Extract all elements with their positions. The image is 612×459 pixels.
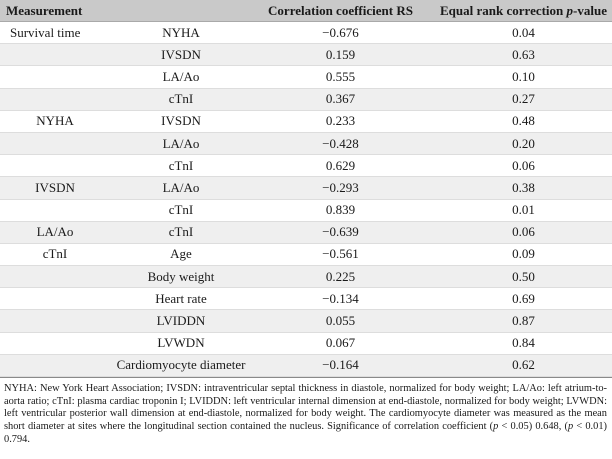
- cell-variable: NYHA: [162, 24, 200, 40]
- cell-pvalue: 0.27: [429, 88, 612, 111]
- cell-variable: Heart rate: [155, 290, 207, 306]
- cell-variable: LA/Ao: [110, 176, 252, 199]
- cell-variable: cTnI: [110, 88, 252, 111]
- cell-pvalue: 0.62: [429, 354, 612, 377]
- footnote-main: NYHA: New York Heart Association; IVSDN:…: [4, 383, 607, 433]
- cell-rs: −0.293: [252, 176, 429, 199]
- table-row: cTnI 0.839 0.01: [0, 199, 612, 222]
- table-row: cTnI 0.629 0.06: [0, 155, 612, 177]
- cell-group: [0, 199, 110, 221]
- cell-pvalue: 0.38: [429, 176, 612, 199]
- header-pvalue-italic: p: [566, 2, 574, 18]
- table-row: NYHA IVSDN 0.233 0.48: [0, 110, 612, 133]
- cell-variable: LA/Ao: [110, 132, 252, 155]
- cell-pvalue: 0.01: [512, 202, 535, 218]
- cell-variable: cTnI: [168, 157, 194, 173]
- header-pvalue-suffix: -value: [573, 2, 607, 18]
- cell-group: [0, 332, 110, 354]
- header-pvalue: Equal rank correction p-value: [429, 0, 612, 22]
- table-row: Body weight 0.225 0.50: [0, 265, 612, 288]
- cell-pvalue: 0.50: [429, 265, 612, 288]
- table-row: LA/Ao −0.428 0.20: [0, 132, 612, 155]
- cell-group: [0, 132, 110, 155]
- cell-rs: −0.639: [252, 221, 429, 244]
- header-variable: [110, 0, 252, 22]
- footnote-p-symbol: p: [493, 421, 499, 433]
- cell-pvalue: 0.48: [512, 113, 535, 129]
- cell-group: Survival time: [10, 24, 81, 40]
- cell-variable: cTnI: [168, 202, 194, 218]
- header-pvalue-prefix: Equal rank correction: [440, 2, 567, 18]
- footnote-p-symbol: p: [567, 421, 574, 433]
- header-correlation: Correlation coefficient RS: [252, 0, 429, 22]
- cell-variable: IVSDN: [110, 43, 252, 66]
- cell-pvalue: 0.09: [512, 246, 535, 262]
- cell-group: [0, 88, 110, 111]
- cell-rs: 0.067: [325, 335, 356, 351]
- table-row: cTnI 0.367 0.27: [0, 88, 612, 111]
- cell-rs: 0.159: [252, 43, 429, 66]
- cell-group: [0, 288, 110, 310]
- cell-group: [0, 354, 110, 377]
- cell-rs: −0.561: [322, 246, 359, 262]
- cell-group: LA/Ao: [0, 221, 110, 244]
- cell-group: [0, 155, 110, 177]
- cell-rs: 0.233: [325, 113, 356, 129]
- cell-variable: Cardiomyocyte diameter: [110, 354, 252, 377]
- cell-rs: −0.428: [252, 132, 429, 155]
- correlation-table-figure: Measurement Correlation coefficient RS E…: [0, 0, 612, 447]
- cell-variable: Body weight: [110, 265, 252, 288]
- cell-pvalue: 0.84: [512, 335, 535, 351]
- table-row: Survival time NYHA −0.676 0.04: [0, 22, 612, 44]
- cell-rs: 0.055: [252, 309, 429, 333]
- cell-pvalue: 0.69: [512, 290, 535, 306]
- cell-rs: 0.629: [325, 157, 356, 173]
- cell-variable: LVIDDN: [110, 309, 252, 333]
- cell-rs: −0.676: [322, 24, 359, 40]
- table-row: IVSDN 0.159 0.63: [0, 43, 612, 66]
- cell-pvalue: 0.06: [429, 221, 612, 244]
- cell-rs: 0.839: [325, 202, 356, 218]
- cell-group: [0, 43, 110, 66]
- correlation-table: Measurement Correlation coefficient RS E…: [0, 0, 612, 377]
- cell-pvalue: 0.63: [429, 43, 612, 66]
- table-row: IVSDN LA/Ao −0.293 0.38: [0, 176, 612, 199]
- cell-variable: LA/Ao: [162, 68, 200, 84]
- footnote-threshold-2: < 0.01) 0.794.: [4, 421, 608, 445]
- table-row: cTnI Age −0.561 0.09: [0, 243, 612, 266]
- table-row: LVIDDN 0.055 0.87: [0, 309, 612, 333]
- table-row: Heart rate −0.134 0.69: [0, 288, 612, 310]
- cell-rs: −0.164: [252, 354, 429, 377]
- cell-group: [0, 265, 110, 288]
- header-measurement: Measurement: [0, 0, 110, 22]
- table-footnote: NYHA: New York Heart Association; IVSDN:…: [0, 377, 612, 447]
- cell-group: cTnI: [42, 246, 68, 262]
- cell-variable: Age: [170, 246, 192, 262]
- cell-pvalue: 0.04: [512, 24, 535, 40]
- table-row: LA/Ao 0.555 0.10: [0, 66, 612, 89]
- cell-pvalue: 0.87: [429, 309, 612, 333]
- table-row: LA/Ao cTnI −0.639 0.06: [0, 221, 612, 244]
- cell-group: [0, 66, 110, 88]
- cell-rs: 0.555: [325, 68, 356, 84]
- cell-rs: −0.134: [322, 290, 359, 306]
- cell-pvalue: 0.10: [512, 68, 535, 84]
- cell-pvalue: 0.20: [429, 132, 612, 155]
- table-row: Cardiomyocyte diameter −0.164 0.62: [0, 354, 612, 377]
- cell-rs: 0.225: [252, 265, 429, 288]
- cell-rs: 0.367: [252, 88, 429, 111]
- cell-variable: LVWDN: [157, 335, 205, 351]
- cell-variable: cTnI: [110, 221, 252, 244]
- cell-group: IVSDN: [0, 176, 110, 199]
- table-header-row: Measurement Correlation coefficient RS E…: [0, 0, 612, 22]
- footnote-threshold-1: < 0.05) 0.648, (: [498, 421, 568, 433]
- cell-pvalue: 0.06: [512, 157, 535, 173]
- table-row: LVWDN 0.067 0.84: [0, 332, 612, 355]
- cell-variable: IVSDN: [161, 113, 201, 129]
- cell-group: [0, 309, 110, 333]
- cell-group: NYHA: [36, 113, 74, 129]
